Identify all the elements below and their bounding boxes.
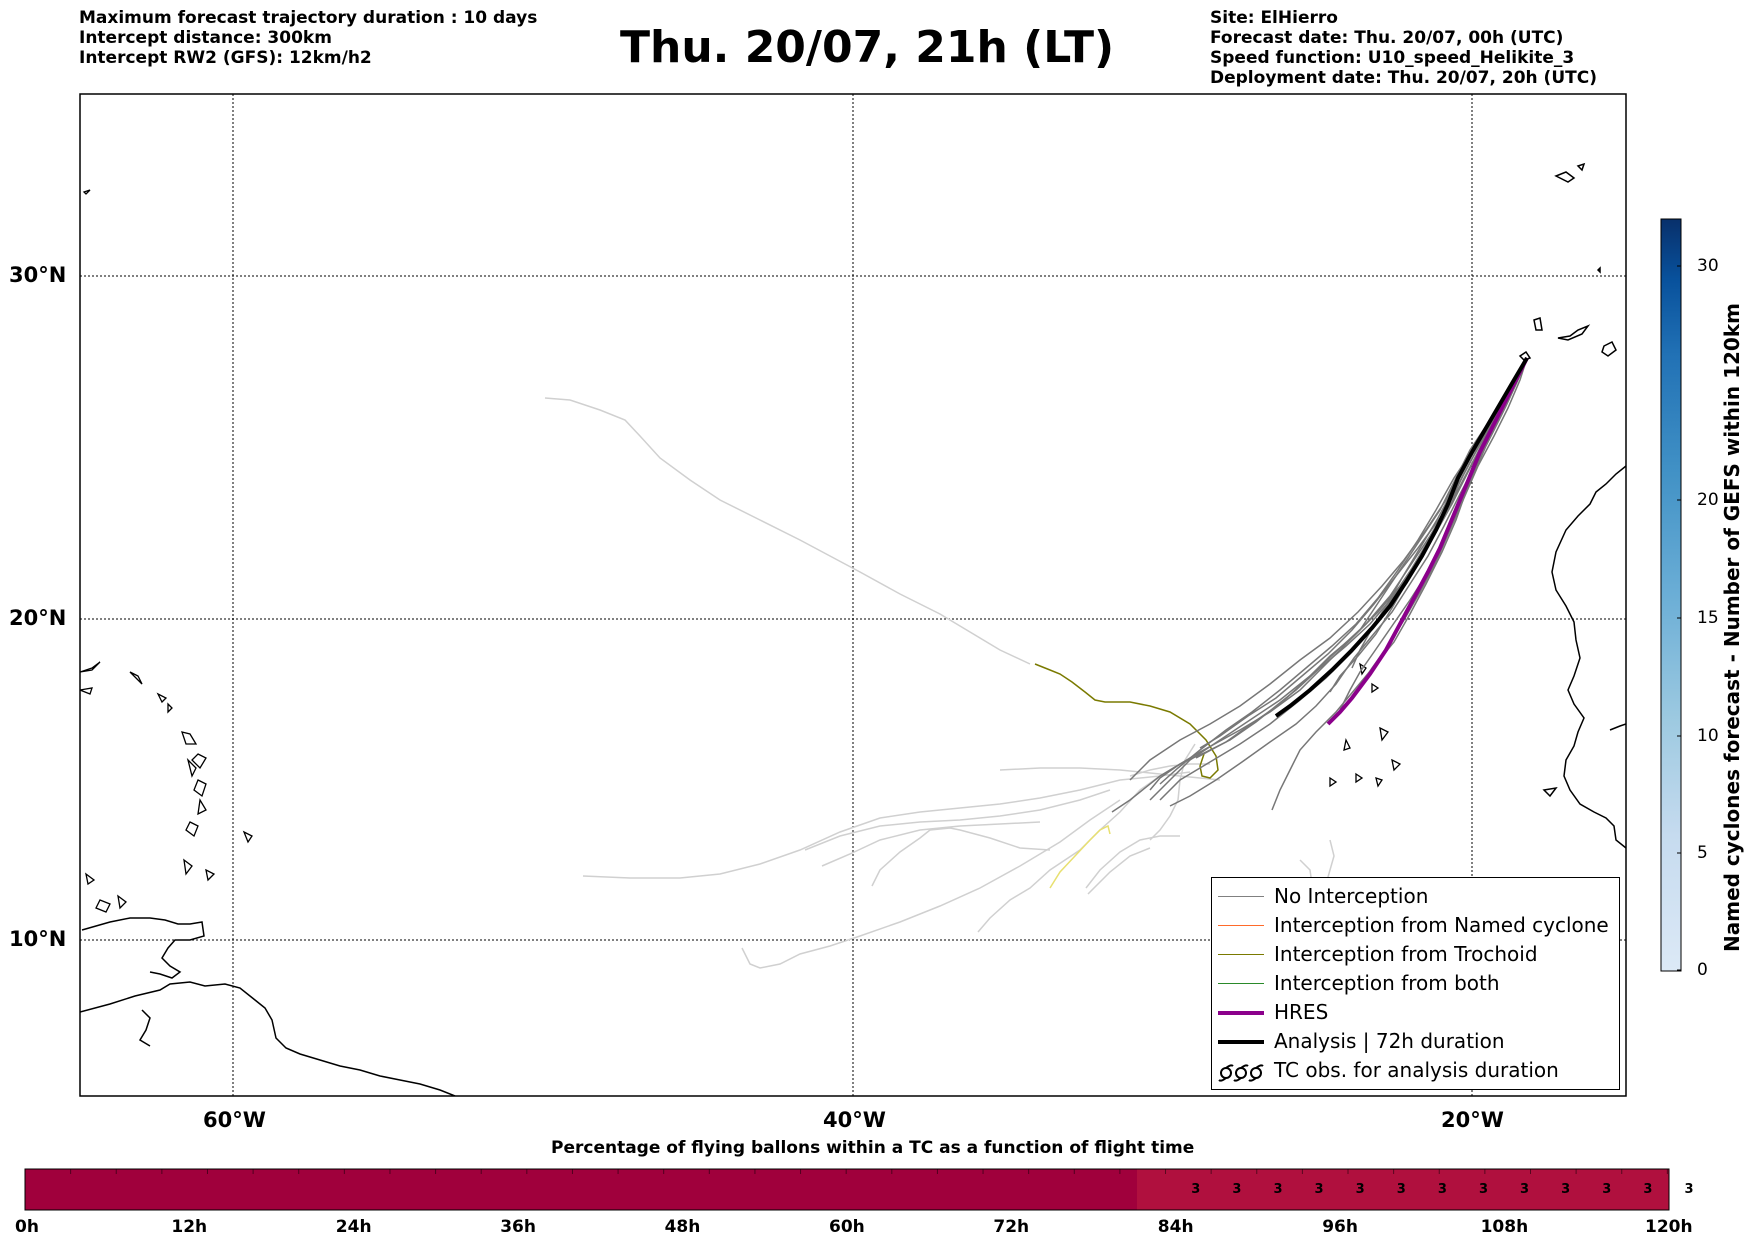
lon-label-60w: 60°W	[203, 1108, 266, 1132]
forecast-date-text: Forecast date: Thu. 20/07, 00h (UTC)	[1210, 28, 1564, 48]
header-right-info: Site: ElHierro Forecast date: Thu. 20/07…	[1210, 8, 1597, 88]
colorbar-tick-20: 20	[1697, 490, 1719, 510]
lat-label-30n: 30°N	[9, 263, 67, 287]
colorbar-tick-5: 5	[1697, 843, 1708, 863]
legend-label: No Interception	[1274, 884, 1429, 908]
legend-label: Analysis | 72h duration	[1274, 1029, 1505, 1053]
legend-label: Interception from Trochoid	[1274, 942, 1538, 966]
timeline-tick-label: 24h	[335, 1217, 372, 1237]
hres-track	[1326, 357, 1529, 726]
colorbar-tick-30: 30	[1697, 256, 1719, 276]
timeline-value-label: 3	[1478, 1182, 1488, 1197]
timeline-value-label: 3	[1273, 1182, 1283, 1197]
timeline-value-label: 3	[1520, 1182, 1530, 1197]
lon-label-40w: 40°W	[823, 1108, 886, 1132]
trochoid-track	[1034, 663, 1219, 779]
coastline-islands-caribbean	[80, 189, 253, 913]
timeline-tick-label: 84h	[1157, 1217, 1194, 1237]
lat-label-10n: 10°N	[9, 927, 67, 951]
legend-label: Interception from Named cyclone	[1274, 913, 1609, 937]
deployment-date-text: Deployment date: Thu. 20/07, 20h (UTC)	[1210, 68, 1597, 88]
legend-item-no-interception: No Interception	[1212, 882, 1619, 911]
max-duration-text: Maximum forecast trajectory duration : 1…	[79, 8, 538, 28]
timeline-value-label: 3	[1643, 1182, 1653, 1197]
timeline-tick-label: 60h	[829, 1217, 865, 1237]
orange-line-icon	[1218, 925, 1264, 926]
legend-item-both: Interception from both	[1212, 969, 1619, 998]
legend-item-analysis: Analysis | 72h duration	[1212, 1027, 1619, 1056]
cyclone-symbols-icon	[1218, 1064, 1264, 1082]
timeline-value-label: 3	[1355, 1182, 1365, 1197]
timeline-tick-label: 72h	[993, 1217, 1030, 1237]
faded-tracks	[544, 397, 1335, 969]
colorbar-tick-15: 15	[1697, 608, 1719, 628]
analysis-track	[1274, 356, 1529, 718]
colorbar-tick-0: 0	[1697, 960, 1708, 980]
map-legend: No Interception Interception from Named …	[1211, 877, 1620, 1090]
timeline-tick-label: 108h	[1480, 1217, 1529, 1237]
coastline-south-america	[80, 917, 456, 1096]
timeline-value-label: 3	[1437, 1182, 1447, 1197]
timeline-value-label: 3	[1396, 1182, 1406, 1197]
timeline-value-label: 3	[1191, 1182, 1201, 1197]
timeline-highlight	[1137, 1169, 1669, 1210]
no-interception-tracks	[1111, 357, 1528, 813]
timeline-tick-label: 120h	[1645, 1217, 1693, 1237]
timeline-title: Percentage of flying ballons within a TC…	[551, 1138, 1195, 1158]
legend-item-trochoid: Interception from Trochoid	[1212, 940, 1619, 969]
legend-label: HRES	[1274, 1000, 1329, 1024]
timeline-value-label: 3	[1684, 1182, 1694, 1197]
timeline-value-label: 3	[1232, 1182, 1242, 1197]
coastline-canary-islands	[1518, 162, 1617, 361]
colorbar-title: Named cyclones forecast - Number of GEFS…	[1720, 303, 1744, 952]
colorbar-tick-10: 10	[1697, 726, 1719, 746]
speed-function-text: Speed function: U10_speed_Helikite_3	[1210, 48, 1575, 68]
timeline-tick-label: 36h	[500, 1217, 536, 1237]
lon-label-20w: 20°W	[1441, 1108, 1504, 1132]
legend-label: TC obs. for analysis duration	[1274, 1058, 1559, 1082]
header-left-info: Maximum forecast trajectory duration : 1…	[79, 8, 537, 68]
site-text: Site: ElHierro	[1210, 8, 1338, 28]
timeline-bar	[24, 1168, 1670, 1211]
coastline-cape-verde	[1329, 662, 1402, 788]
purple-thick-line-icon	[1218, 1011, 1264, 1015]
olive-line-icon	[1218, 954, 1264, 955]
yellow-track	[1049, 824, 1111, 889]
legend-label: Interception from both	[1274, 971, 1500, 995]
coastline-africa	[1542, 465, 1626, 849]
page-title: Thu. 20/07, 21h (LT)	[620, 22, 1115, 73]
intercept-rw2-text: Intercept RW2 (GFS): 12km/h2	[79, 48, 372, 68]
map-frame	[79, 93, 1627, 1097]
intercept-distance-text: Intercept distance: 300km	[79, 28, 332, 48]
lat-label-20n: 20°N	[9, 606, 67, 630]
legend-item-named-cyclone: Interception from Named cyclone	[1212, 911, 1619, 940]
black-thick-line-icon	[1218, 1040, 1264, 1044]
gray-line-icon	[1218, 896, 1264, 897]
timeline-value-label: 3	[1602, 1182, 1612, 1197]
legend-item-hres: HRES	[1212, 998, 1619, 1027]
timeline-tick-label: 48h	[664, 1217, 701, 1237]
colorbar	[1660, 218, 1682, 972]
timeline-tick-label: 12h	[171, 1217, 208, 1237]
timeline-value-label: 3	[1314, 1182, 1324, 1197]
timeline-tick-label: 0h	[15, 1217, 39, 1237]
timeline-value-label: 3	[1561, 1182, 1571, 1197]
timeline-tick-label: 96h	[1322, 1217, 1358, 1237]
legend-item-tc-obs: TC obs. for analysis duration	[1212, 1056, 1619, 1085]
green-line-icon	[1218, 983, 1264, 984]
